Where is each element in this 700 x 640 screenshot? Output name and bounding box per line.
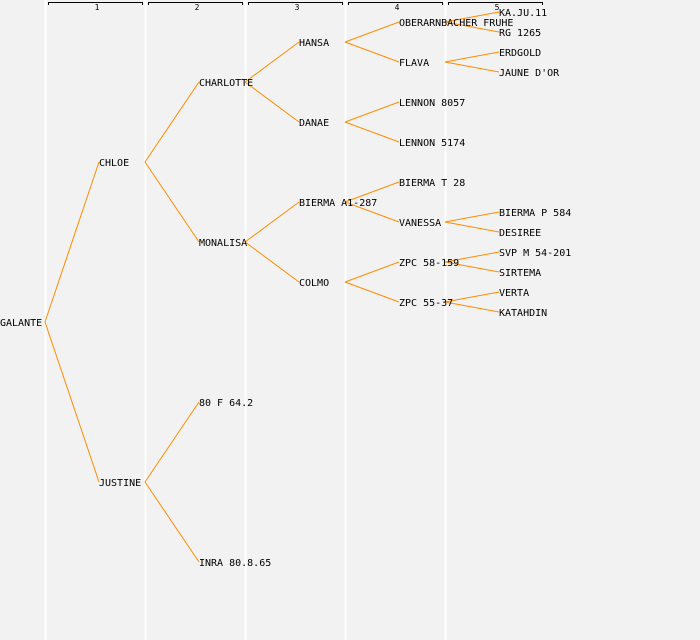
pedigree-node-label: LENNON 5174 (399, 138, 465, 149)
pedigree-link (244, 41, 300, 83)
pedigree-link (444, 61, 500, 73)
pedigree-node-label: BIERMA P 584 (499, 208, 571, 219)
generation-label: 1 (95, 3, 100, 12)
pedigree-link (344, 181, 400, 203)
pedigree-link (144, 81, 200, 163)
pedigree-node-label: DANAE (299, 118, 329, 129)
pedigree-link (344, 281, 400, 303)
pedigree-node-label: CHLOE (99, 158, 129, 169)
generation-bracket (248, 2, 343, 5)
pedigree-node-label: VERTA (499, 288, 529, 299)
pedigree-node-label: JAUNE D'OR (499, 68, 560, 79)
pedigree-node-label: 80 F 64.2 (199, 398, 253, 409)
pedigree-link (444, 211, 500, 223)
pedigree-node-label: MONALISA (199, 238, 247, 249)
pedigree-node-label: ZPC 58-159 (399, 258, 459, 269)
pedigree-link (444, 251, 500, 263)
pedigree-link (244, 241, 300, 283)
pedigree-node-label: GALANTE (0, 318, 42, 329)
pedigree-link (444, 11, 500, 23)
pedigree-node-label: DESIREE (499, 228, 541, 239)
pedigree-node-label: OBERARNBACHER FRUHE (399, 18, 513, 29)
pedigree-node-label: CHARLOTTE (199, 78, 253, 89)
pedigree-link (44, 161, 100, 323)
pedigree-link (144, 481, 200, 563)
pedigree-node-label: KA.JU.11 (499, 8, 547, 19)
pedigree-link (444, 291, 500, 303)
pedigree-node-label: FLAVA (399, 58, 429, 69)
pedigree-link (444, 51, 500, 63)
pedigree-link (444, 221, 500, 233)
pedigree-node-label: BIERMA T 28 (399, 178, 465, 189)
pedigree-link (144, 401, 200, 483)
pedigree-node-label: LENNON 8057 (399, 98, 465, 109)
pedigree-link (444, 21, 500, 33)
pedigree-link (244, 81, 300, 123)
pedigree-link (44, 321, 100, 483)
pedigree-link (244, 201, 300, 243)
generation-bracket (348, 2, 443, 5)
generation-label: 4 (395, 3, 400, 12)
pedigree-node-label: ZPC 55-37 (399, 298, 453, 309)
generation-bracket (148, 2, 243, 5)
pedigree-node-label: COLMO (299, 278, 329, 289)
pedigree-link (344, 21, 400, 43)
pedigree-node-label: BIERMA A1-287 (299, 198, 377, 209)
pedigree-node-label: VANESSA (399, 218, 441, 229)
pedigree-node-label: SVP M 54-201 (499, 248, 571, 259)
pedigree-link (344, 101, 400, 123)
pedigree-link (344, 201, 400, 223)
pedigree-link (144, 161, 200, 243)
generation-label: 2 (195, 3, 200, 12)
generation-bracket (48, 2, 143, 5)
generation-label: 5 (495, 3, 500, 12)
generation-label: 3 (295, 3, 300, 12)
pedigree-link (344, 261, 400, 283)
pedigree-node-label: SIRTEMA (499, 268, 541, 279)
pedigree-node-label: ERDGOLD (499, 48, 541, 59)
pedigree-link (344, 41, 400, 63)
pedigree-node-label: INRA 80.8.65 (199, 558, 271, 569)
pedigree-node-label: JUSTINE (99, 478, 141, 489)
pedigree-node-label: KATAHDIN (499, 308, 547, 319)
pedigree-node-label: RG 1265 (499, 28, 541, 39)
pedigree-link (444, 301, 500, 313)
pedigree-link (444, 261, 500, 273)
pedigree-link (344, 121, 400, 143)
generation-bracket (448, 2, 543, 5)
pedigree-node-label: HANSA (299, 38, 329, 49)
